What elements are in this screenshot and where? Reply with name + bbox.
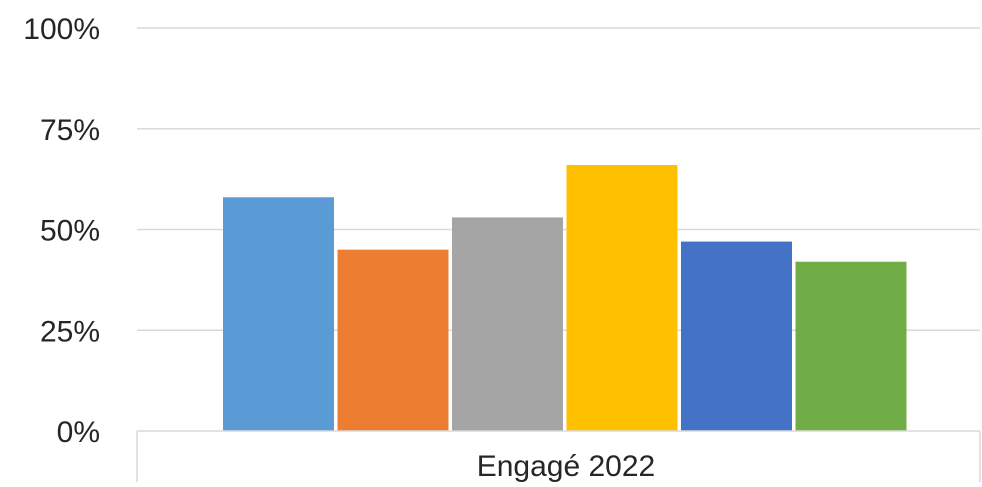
y-tick-label: 100% bbox=[23, 13, 100, 46]
y-tick-label: 75% bbox=[40, 114, 100, 147]
y-tick-label: 0% bbox=[57, 416, 100, 449]
axes bbox=[136, 430, 981, 482]
bar-series-6 bbox=[795, 261, 907, 431]
y-tick-label: 25% bbox=[40, 315, 100, 348]
bar-series-3 bbox=[452, 217, 563, 431]
y-tick-label: 50% bbox=[40, 215, 100, 248]
bar-series-4 bbox=[566, 165, 678, 431]
bar-series-1 bbox=[223, 197, 334, 431]
labels: 0% 25% 50% 75% 100% Engagé 2022 bbox=[23, 13, 656, 483]
bars bbox=[223, 165, 907, 431]
bar-series-2 bbox=[337, 249, 449, 431]
bar-series-5 bbox=[681, 241, 792, 431]
x-tick-label: Engagé 2022 bbox=[477, 450, 656, 482]
